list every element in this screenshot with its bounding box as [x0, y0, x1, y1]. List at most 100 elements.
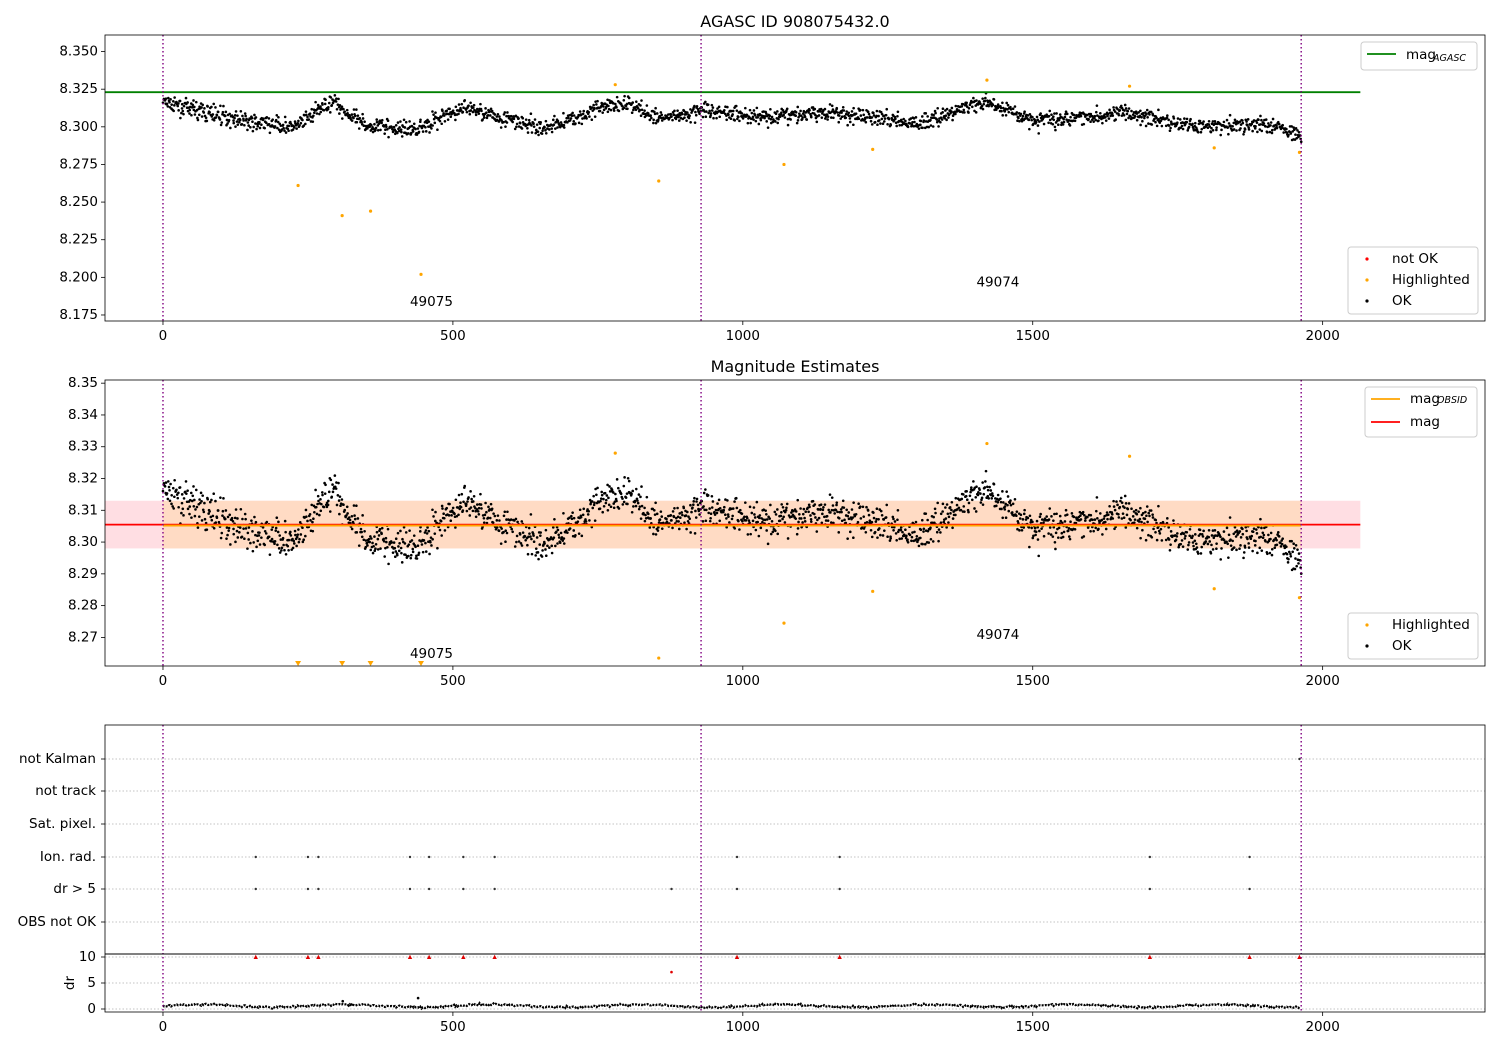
ok-point	[440, 504, 444, 508]
ok-point	[752, 118, 755, 121]
ok-point	[348, 518, 352, 522]
ok-point	[462, 500, 465, 504]
ok-point	[959, 508, 963, 512]
ok-point	[495, 115, 499, 118]
ok-point	[513, 545, 517, 548]
ok-point	[226, 122, 229, 125]
ok-point	[423, 531, 427, 534]
ok-point	[862, 515, 866, 518]
ok-point	[278, 551, 282, 554]
ok-point	[857, 502, 860, 506]
ok-point	[866, 509, 870, 512]
ok-point	[934, 511, 937, 515]
ok-point	[841, 499, 845, 503]
flag-label: Sat. pixel.	[29, 816, 96, 832]
ok-point	[1068, 124, 1072, 127]
ok-point	[726, 513, 730, 516]
ok-point	[895, 124, 898, 128]
ok-point	[1285, 545, 1288, 549]
ok-point	[757, 122, 761, 126]
ok-point	[394, 550, 398, 553]
ok-point	[1094, 526, 1098, 530]
ok-point	[277, 115, 280, 119]
x-tick-label: 0	[159, 328, 168, 344]
ok-point	[374, 543, 378, 546]
ok-point	[190, 113, 193, 117]
ok-point	[852, 123, 855, 127]
ok-point	[683, 116, 686, 119]
x-tick-label: 2000	[1305, 1019, 1339, 1035]
ok-point	[350, 113, 354, 116]
ok-point	[1017, 116, 1020, 120]
ok-point	[622, 484, 626, 488]
ok-point	[200, 115, 204, 118]
ok-point	[921, 126, 924, 130]
ok-point	[701, 520, 705, 523]
ok-point	[1195, 546, 1199, 549]
ok-point	[716, 502, 719, 505]
ok-point	[694, 509, 697, 513]
ok-point	[1107, 513, 1110, 517]
ok-point	[1295, 564, 1298, 568]
legend-marker	[1365, 257, 1369, 261]
ok-point	[846, 537, 849, 540]
ok-point	[490, 507, 494, 511]
ok-point	[592, 103, 595, 107]
ok-point	[205, 119, 209, 123]
ok-point	[1048, 109, 1052, 113]
ok-point	[329, 96, 333, 99]
ok-point	[336, 493, 340, 497]
ok-point	[550, 127, 554, 130]
ok-point	[1004, 113, 1008, 117]
ok-point	[710, 103, 714, 107]
ok-point	[1036, 538, 1040, 541]
ok-point	[704, 519, 708, 523]
ok-point	[1171, 122, 1174, 126]
ok-point	[448, 107, 451, 111]
ok-point	[731, 109, 735, 113]
legend-subscript: AGASC	[1432, 53, 1466, 64]
ok-point	[1239, 123, 1243, 126]
ok-point	[771, 530, 775, 534]
ok-point	[746, 121, 750, 125]
ok-point	[725, 525, 728, 529]
ok-point	[293, 529, 297, 533]
ok-point	[754, 528, 758, 532]
ok-point	[456, 506, 460, 509]
ok-point	[374, 547, 377, 551]
ok-point	[1267, 122, 1270, 125]
legend-box	[1347, 246, 1479, 315]
ok-point	[255, 127, 258, 131]
ok-point	[457, 493, 461, 497]
ok-point	[621, 503, 625, 506]
ok-point	[801, 512, 805, 516]
ok-point	[999, 500, 1003, 504]
ok-point	[718, 506, 722, 510]
ok-point	[638, 505, 642, 508]
ok-point	[370, 537, 373, 540]
ok-point	[833, 512, 836, 515]
ok-point	[1169, 126, 1172, 130]
ok-point	[320, 107, 323, 111]
ok-point	[457, 103, 461, 106]
ok-point	[590, 106, 594, 109]
ok-point	[765, 112, 768, 115]
ok-point	[1289, 132, 1293, 135]
ok-point	[265, 520, 269, 524]
ok-point	[356, 114, 360, 117]
ok-point	[1118, 505, 1122, 509]
ok-point	[1002, 106, 1005, 110]
ok-point	[434, 111, 437, 114]
ok-point	[1130, 109, 1133, 113]
ok-point	[480, 109, 483, 113]
ok-point	[340, 105, 344, 108]
ok-point	[1124, 118, 1128, 122]
ok-point	[1227, 122, 1231, 125]
ok-point	[407, 132, 410, 135]
ok-point	[551, 118, 555, 122]
ok-point	[924, 512, 928, 515]
ok-point	[602, 504, 606, 508]
ok-point	[363, 530, 366, 533]
ok-point	[1164, 538, 1168, 542]
ok-point	[568, 527, 572, 530]
